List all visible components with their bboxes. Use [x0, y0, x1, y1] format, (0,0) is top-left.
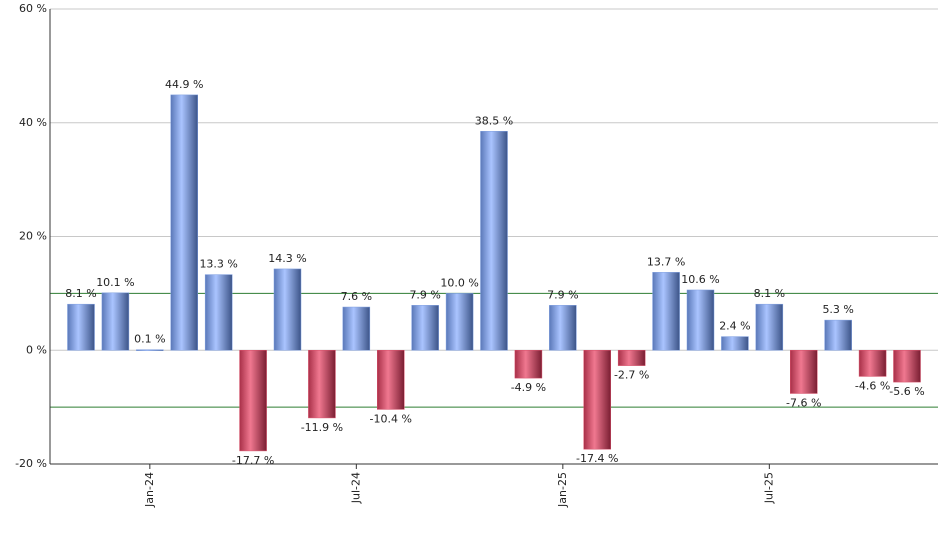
- value-label: 44.9 %: [165, 78, 203, 91]
- y-tick-label: -20 %: [15, 457, 47, 470]
- x-tick-label: Jul-24: [349, 472, 362, 504]
- bar: [755, 303, 784, 351]
- value-label: -2.7 %: [614, 369, 649, 382]
- bar: [858, 350, 887, 377]
- y-tick-label: 60 %: [19, 2, 47, 15]
- value-label: -5.6 %: [889, 385, 924, 398]
- value-label: 10.6 %: [681, 273, 719, 286]
- bar: [204, 274, 233, 351]
- value-label: 10.0 %: [440, 276, 478, 289]
- value-label: 7.9 %: [409, 288, 440, 301]
- value-label: 7.6 %: [341, 290, 372, 303]
- value-label: -4.9 %: [511, 381, 546, 394]
- value-label: 13.3 %: [199, 258, 237, 271]
- value-label: -17.4 %: [576, 452, 618, 465]
- bar: [583, 350, 611, 450]
- bar: [686, 289, 715, 351]
- value-label: 38.5 %: [475, 114, 513, 127]
- y-tick-label: 0 %: [26, 343, 47, 356]
- value-label: 8.1 %: [754, 287, 785, 300]
- bar: [445, 293, 474, 351]
- bar: [273, 268, 302, 351]
- bar: [308, 350, 336, 419]
- value-label: 5.3 %: [822, 303, 853, 316]
- bar: [652, 272, 680, 351]
- value-label: -4.6 %: [855, 379, 890, 392]
- bar: [617, 350, 646, 366]
- value-label: -11.9 %: [301, 421, 343, 434]
- bar: [101, 292, 130, 351]
- bar: [721, 336, 749, 351]
- value-label: 0.1 %: [134, 333, 165, 346]
- bar: [893, 350, 921, 383]
- value-label: -10.4 %: [370, 412, 412, 425]
- bar: [514, 350, 543, 379]
- value-label: 8.1 %: [65, 287, 96, 300]
- bar: [67, 303, 95, 351]
- bar: [342, 306, 371, 351]
- y-tick-label: 20 %: [19, 230, 47, 243]
- value-label: -7.6 %: [786, 396, 821, 409]
- bar: [136, 349, 164, 351]
- y-tick-label: 40 %: [19, 116, 47, 129]
- bar: [170, 94, 198, 351]
- x-tick-label: Jan-25: [556, 472, 569, 508]
- bar: [411, 305, 439, 351]
- value-label: 2.4 %: [719, 320, 750, 333]
- value-label: 7.9 %: [547, 288, 578, 301]
- x-tick-label: Jul-25: [762, 472, 775, 504]
- bar: [239, 350, 267, 452]
- value-label: 14.3 %: [268, 252, 306, 265]
- bar: [549, 305, 577, 351]
- bar: [480, 131, 508, 351]
- value-label: -17.7 %: [232, 454, 274, 467]
- bar: [824, 319, 852, 351]
- x-tick-label: Jan-24: [143, 472, 156, 508]
- bar: [377, 350, 405, 410]
- value-label: 13.7 %: [647, 255, 685, 268]
- value-label: 10.1 %: [96, 276, 134, 289]
- bar: [790, 350, 818, 394]
